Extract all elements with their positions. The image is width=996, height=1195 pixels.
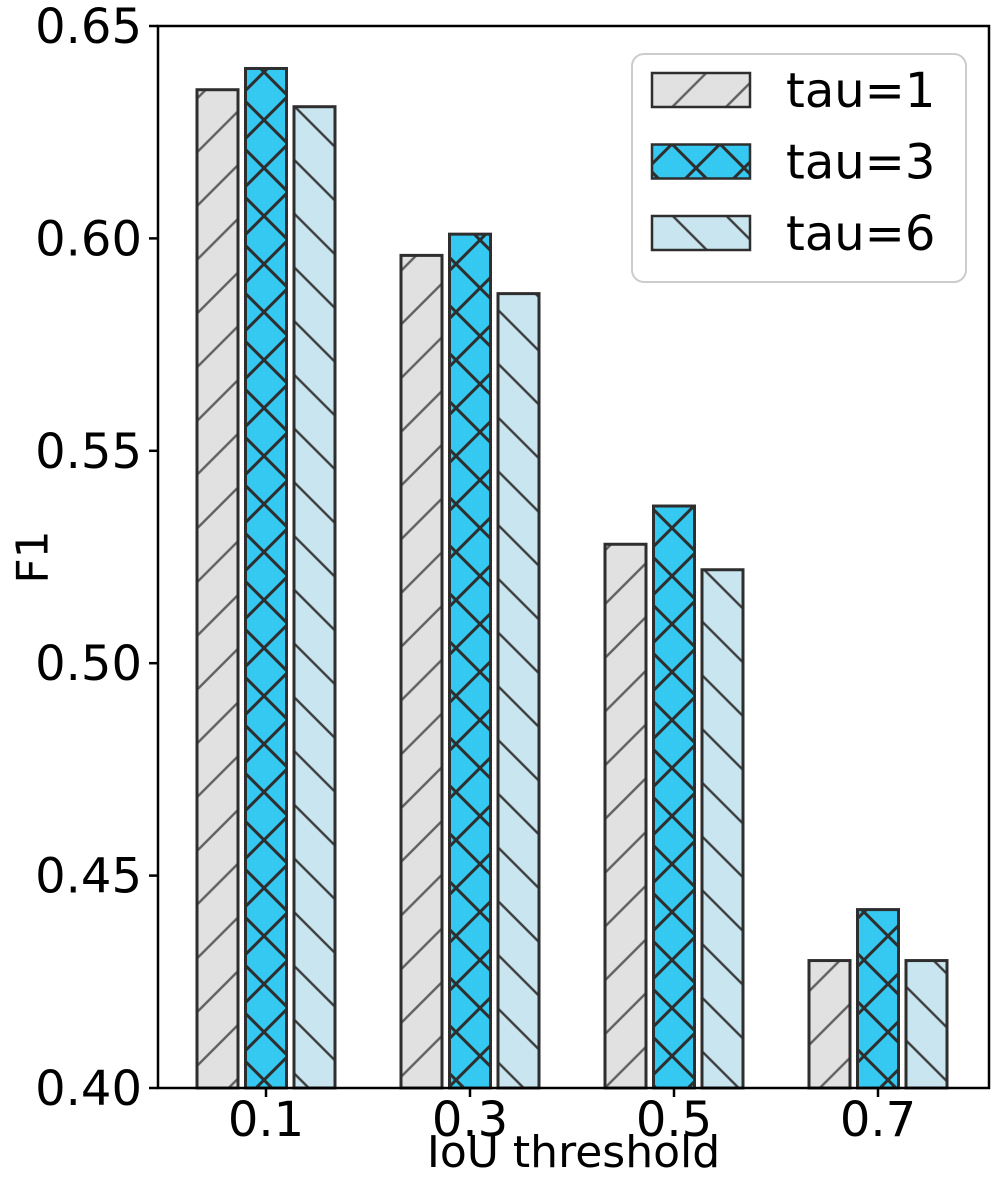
y-tick-label: 0.55 — [35, 424, 142, 480]
plot-frame — [156, 24, 991, 1090]
bar-tau=1-iou-0.3 — [399, 253, 444, 1090]
y-tick-label: 0.60 — [35, 211, 142, 267]
x-axis-label: IoU threshold — [426, 1127, 721, 1178]
bar-tau=3-iou-0.1 — [244, 66, 288, 1090]
legend-label: tau=3 — [786, 135, 935, 191]
bar-tau=6-iou-0.5 — [700, 568, 745, 1090]
bar-tau=1-iou-0.7 — [807, 959, 852, 1090]
bar-tau=1-iou-0.1 — [195, 88, 240, 1090]
legend-label: tau=6 — [786, 206, 935, 262]
y-tick-label: 0.45 — [35, 849, 142, 905]
x-tick-label: 0.5 — [636, 1092, 712, 1148]
bar-tau=6-iou-0.7 — [904, 959, 949, 1090]
x-tick-label: 0.3 — [432, 1092, 508, 1148]
y-tick-label: 0.65 — [35, 0, 142, 55]
bar-tau=3-iou-0.5 — [652, 504, 696, 1090]
legend-label: tau=1 — [786, 63, 935, 119]
y-axis-label: F1 — [7, 530, 59, 584]
y-tick-label: 0.50 — [35, 636, 142, 692]
legend-item-tau=3: tau=3 — [650, 135, 935, 191]
y-tick-label: 0.40 — [35, 1061, 142, 1117]
bar-tau=6-iou-0.3 — [496, 292, 541, 1090]
bar-tau=3-iou-0.3 — [448, 232, 492, 1090]
bar-tau=1-iou-0.5 — [603, 542, 648, 1090]
legend: tau=1 tau=3 tau=6 — [631, 53, 967, 283]
x-tick-label: 0.7 — [840, 1092, 916, 1148]
legend-item-tau=1: tau=1 — [650, 63, 935, 119]
x-tick-label: 0.1 — [228, 1092, 304, 1148]
bar-tau=3-iou-0.7 — [856, 908, 900, 1090]
legend-item-tau=6: tau=6 — [650, 206, 935, 262]
bar-tau=6-iou-0.1 — [292, 105, 337, 1090]
